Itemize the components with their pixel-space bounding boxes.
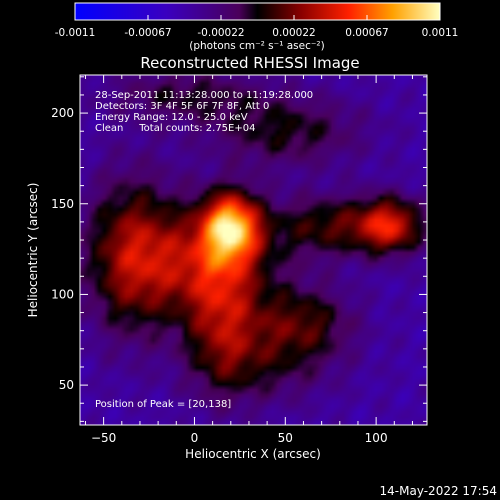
annotation-detectors: Detectors: 3F 4F 5F 6F 7F 8F, Att 0 [95,101,269,112]
colorbar-unit-label: (photons cm⁻² s⁻¹ asec⁻²) [189,40,324,52]
annotation-block: 28-Sep-2011 11:13:28.000 to 11:19:28.000… [95,90,313,134]
colorbar-tick-label: -0.00022 [197,27,244,39]
colorbar-tick-label: 0.0011 [422,27,459,39]
heatmap-image [80,75,427,425]
colorbar-tick-label: 0.00067 [345,27,388,39]
footer-date: 14-May-2022 17:54 [380,484,497,498]
annotation-energy: Energy Range: 12.0 - 25.0 keV [95,112,248,123]
chart-title: Reconstructed RHESSI Image [140,54,359,72]
annotation-clean: Clean Total counts: 2.75E+04 [95,123,255,134]
colorbar-tick-label: 0.00022 [272,27,315,39]
y-axis-ticks: 50 100 150 200 [51,76,427,422]
x-tick-label: 100 [365,431,388,445]
colorbar-ticks: -0.0011 -0.00067 -0.00022 0.00022 0.00067 0.0… [55,15,459,39]
y-tick-label: 50 [59,378,74,392]
peak-position-label: Position of Peak = [20,138] [95,399,231,410]
colorbar-tick-label: -0.0011 [55,27,96,39]
x-tick-label: 50 [278,431,293,445]
y-axis-label: Heliocentric Y (arcsec) [26,183,40,318]
colorbar-gradient [74,2,441,21]
x-axis-label: Heliocentric X (arcsec) [185,447,321,461]
y-tick-label: 200 [51,106,74,120]
annotation-time: 28-Sep-2011 11:13:28.000 to 11:19:28.000 [95,90,313,101]
y-tick-label: 150 [51,197,74,211]
x-tick-label: 0 [191,431,199,445]
y-tick-label: 100 [51,287,74,301]
x-axis-ticks: −50 0 50 100 [84,75,413,445]
x-tick-label: −50 [91,431,116,445]
plot-frame [79,74,428,426]
colorbar-tick-label: -0.00067 [124,27,171,39]
plot-area: −50 0 50 100 50 100 150 200 [51,74,428,445]
colorbar: -0.0011 -0.00067 -0.00022 0.00022 0.00067 0.0… [55,2,459,52]
